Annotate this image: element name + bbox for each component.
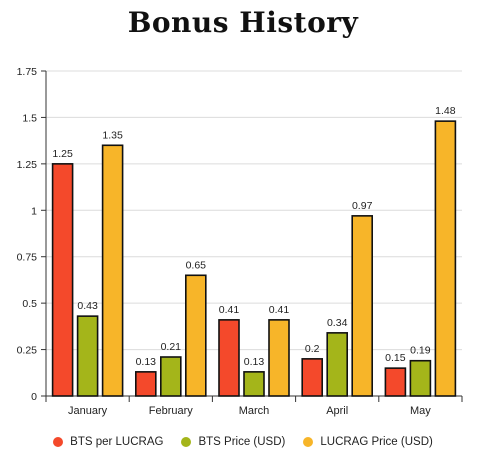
y-tick-label: 1.5: [22, 112, 37, 124]
bar: [301, 358, 324, 397]
data-label: 0.41: [219, 304, 240, 316]
legend-label-lucrag-price: LUCRAG Price (USD): [320, 436, 433, 448]
y-tick-label: 0: [31, 391, 37, 403]
legend-label-bts-price: BTS Price (USD): [198, 436, 286, 448]
data-label: 0.65: [186, 259, 207, 271]
data-label: 0.13: [244, 356, 265, 368]
bar: [384, 367, 407, 397]
x-category-label: April: [326, 405, 348, 417]
x-category-label: March: [239, 405, 270, 417]
legend-item-bts-per-lucrag[interactable]: BTS per LUCRAG: [53, 436, 163, 448]
data-label: 1.48: [435, 105, 456, 117]
data-label: 0.19: [410, 345, 431, 357]
x-category-label: January: [68, 405, 108, 417]
bar: [160, 356, 182, 397]
data-label: 0.13: [136, 356, 157, 368]
y-tick-label: 1.75: [17, 66, 38, 78]
y-tick-label: 1.25: [17, 159, 38, 171]
legend-swatch-bts-per-lucrag: [53, 437, 64, 447]
data-label: 0.2: [305, 343, 320, 355]
bar: [243, 371, 265, 397]
bar: [434, 120, 457, 397]
bar: [218, 319, 240, 397]
bar: [351, 215, 374, 397]
chart-title: Bonus History: [127, 6, 359, 39]
data-label: 0.43: [77, 300, 98, 312]
legend: BTS per LUCRAG BTS Price (USD) LUCRAG Pr…: [0, 436, 486, 448]
data-label: 0.34: [327, 317, 348, 329]
legend-item-lucrag-price[interactable]: LUCRAG Price (USD): [303, 436, 433, 448]
bar: [409, 359, 432, 397]
data-label: 0.97: [352, 200, 373, 212]
bar: [326, 332, 349, 397]
data-label: 0.41: [269, 304, 290, 316]
x-category-label: May: [410, 405, 431, 417]
bar: [101, 144, 124, 397]
x-category-label: February: [149, 405, 194, 417]
data-label: 0.15: [385, 352, 406, 364]
y-tick-label: 0.5: [22, 298, 37, 310]
bar: [76, 315, 99, 397]
legend-swatch-lucrag-price: [303, 437, 314, 447]
bar: [51, 163, 74, 397]
bar: [135, 371, 157, 397]
y-tick-label: 1: [31, 205, 37, 217]
legend-item-bts-price[interactable]: BTS Price (USD): [181, 436, 285, 448]
y-tick-label: 0.75: [17, 252, 38, 264]
legend-swatch-bts-price: [181, 437, 192, 447]
data-label: 1.35: [102, 129, 123, 141]
bar: [185, 274, 207, 397]
legend-label-bts-per-lucrag: BTS per LUCRAG: [70, 436, 164, 448]
data-label: 1.25: [52, 148, 73, 160]
bar: [268, 319, 290, 397]
data-label: 0.21: [161, 341, 182, 353]
y-tick-label: 0.25: [17, 345, 38, 357]
